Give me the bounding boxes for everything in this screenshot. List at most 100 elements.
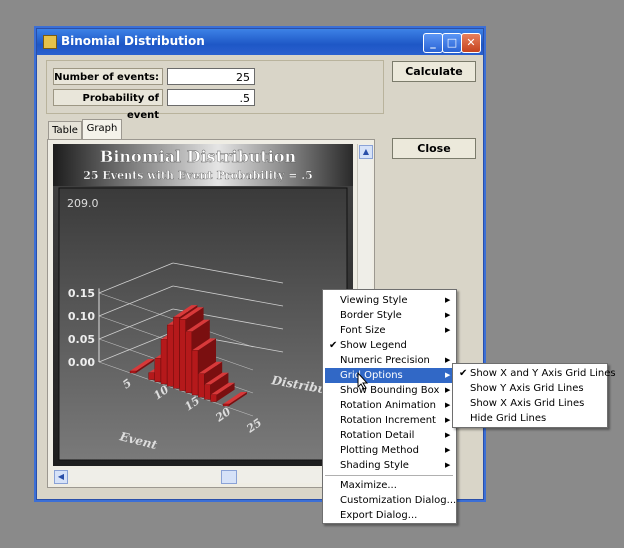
chart-title: Binomial Distribution (100, 147, 297, 166)
mouse-cursor-icon (357, 372, 369, 390)
grid-options-submenu: ✔ Show X and Y Axis Grid Lines Show Y Axi… (452, 363, 616, 428)
submenu-arrow-icon: ▶ (445, 401, 451, 409)
menu-item-label: Maximize... (340, 480, 397, 491)
menu-item-label: Font Size (340, 325, 386, 336)
menu-item-label: Rotation Increment (340, 415, 436, 426)
tab-table[interactable]: Table (48, 121, 82, 139)
grid-line (98, 285, 174, 317)
menu-item-label: Rotation Animation (340, 400, 436, 411)
menu-item-rotation-increment[interactable]: Rotation Increment ▶ (325, 413, 454, 428)
submenu-arrow-icon: ▶ (445, 386, 451, 394)
bar (160, 339, 168, 385)
menu-item-show-legend[interactable]: ✔ Show Legend (325, 338, 454, 353)
y-tick-label: 0.10 (68, 310, 95, 323)
bar-top (173, 305, 198, 318)
maximize-icon[interactable]: □ (442, 33, 462, 53)
probability-label: Probability of event (53, 89, 163, 121)
y-tick-label: 0.05 (68, 333, 95, 346)
value-readout: 209.0 (67, 197, 99, 210)
probability-input[interactable]: .5 (167, 89, 255, 106)
bar (204, 384, 211, 400)
menu-item-label: Plotting Method (340, 445, 419, 456)
submenu-arrow-icon: ▶ (445, 431, 451, 439)
grid-line (98, 331, 174, 363)
menu-item-label: Show X Axis Grid Lines (470, 398, 585, 409)
bar (222, 403, 230, 407)
menu-item-label: Rotation Detail (340, 430, 415, 441)
bar (129, 370, 137, 374)
menu-item-export-dialog[interactable]: Export Dialog... (325, 508, 454, 523)
bar (166, 324, 174, 387)
bar-series (129, 305, 247, 407)
submenu-arrow-icon: ▶ (445, 296, 451, 304)
bar (173, 316, 180, 389)
chart-svg: Binomial Distribution 25 Events with Eve… (53, 144, 353, 461)
menu-item-label: Border Style (340, 310, 402, 321)
bar-top (185, 319, 210, 332)
menu-item-font-size[interactable]: Font Size ▶ (325, 323, 454, 338)
menu-item-label: Customization Dialog... (340, 495, 457, 506)
grid-line (98, 262, 174, 294)
bar-side (216, 382, 235, 402)
menu-item-shading-style[interactable]: Shading Style ▶ (325, 458, 454, 473)
bar (148, 372, 155, 380)
bar (197, 373, 205, 398)
events-input[interactable]: 25 (167, 68, 255, 85)
bar (179, 319, 186, 391)
menu-item-numeric-precision[interactable]: Numeric Precision ▶ (325, 353, 454, 368)
submenu-item-show-xy-grid[interactable]: ✔ Show X and Y Axis Grid Lines (455, 366, 616, 381)
menu-item-label: Show Bounding Box (340, 385, 440, 396)
close-button[interactable]: Close (392, 138, 476, 159)
y-tick-label: 0.00 (68, 356, 95, 369)
menu-item-border-style[interactable]: Border Style ▶ (325, 308, 454, 323)
scroll-up-icon[interactable]: ▲ (359, 145, 373, 159)
bar (210, 394, 217, 402)
horizontal-scroll-thumb[interactable] (221, 470, 237, 484)
horizontal-scrollbar[interactable]: ◀ (53, 469, 357, 484)
menu-item-rotation-animation[interactable]: Rotation Animation ▶ (325, 398, 454, 413)
menu-item-customization-dialog[interactable]: Customization Dialog... (325, 493, 457, 508)
context-menu: Viewing Style ▶ Border Style ▶ Font Size ▶ … (322, 289, 457, 524)
scroll-left-icon[interactable]: ◀ (54, 470, 68, 484)
title-bar[interactable]: Binomial Distribution _ □ ✕ (37, 29, 483, 55)
app-icon (43, 35, 57, 49)
bar (191, 350, 199, 396)
bar-top (223, 392, 247, 404)
menu-item-label: Show Legend (340, 340, 407, 351)
main-window: Binomial Distribution _ □ ✕ Number of ev… (36, 28, 484, 500)
submenu-item-hide-grid[interactable]: Hide Grid Lines (455, 411, 605, 426)
menu-item-viewing-style[interactable]: Viewing Style ▶ (325, 293, 454, 308)
tab-graph[interactable]: Graph (82, 119, 122, 139)
menu-item-label: Hide Grid Lines (470, 413, 547, 424)
bar (185, 331, 193, 393)
bar (154, 358, 162, 382)
events-label: Number of events: (53, 68, 163, 85)
menu-item-maximize[interactable]: Maximize... (325, 478, 454, 493)
submenu-arrow-icon: ▶ (445, 371, 451, 379)
menu-item-label: Numeric Precision (340, 355, 430, 366)
menu-item-grid-options[interactable]: Grid Options ▶ (325, 368, 454, 383)
menu-item-label: Grid Options (340, 370, 403, 381)
chart-header (53, 144, 353, 186)
calculate-button[interactable]: Calculate (392, 61, 476, 82)
submenu-arrow-icon: ▶ (445, 326, 451, 334)
submenu-arrow-icon: ▶ (445, 356, 451, 364)
bar-side (229, 392, 247, 406)
grid-line (98, 361, 254, 417)
menu-item-label: Export Dialog... (340, 510, 418, 521)
menu-item-plotting-method[interactable]: Plotting Method ▶ (325, 443, 454, 458)
checkmark-icon: ✔ (329, 340, 338, 351)
close-icon[interactable]: ✕ (461, 33, 481, 53)
chart-area[interactable]: Binomial Distribution 25 Events with Eve… (53, 144, 353, 466)
submenu-item-show-y-grid[interactable]: Show Y Axis Grid Lines (455, 381, 605, 396)
bar-top (210, 382, 235, 395)
minimize-icon[interactable]: _ (423, 33, 443, 53)
grid-line (172, 262, 284, 284)
y-axis-ticks: 0.15 0.10 0.05 0.00 (68, 287, 95, 369)
submenu-item-show-x-grid[interactable]: Show X Axis Grid Lines (455, 396, 605, 411)
chart-subtitle: 25 Events with Event Probability = .5 (83, 169, 313, 182)
menu-item-show-bounding-box[interactable]: Show Bounding Box ▶ (325, 383, 454, 398)
bar-top (204, 372, 229, 385)
menu-item-rotation-detail[interactable]: Rotation Detail ▶ (325, 428, 454, 443)
submenu-arrow-icon: ▶ (445, 311, 451, 319)
